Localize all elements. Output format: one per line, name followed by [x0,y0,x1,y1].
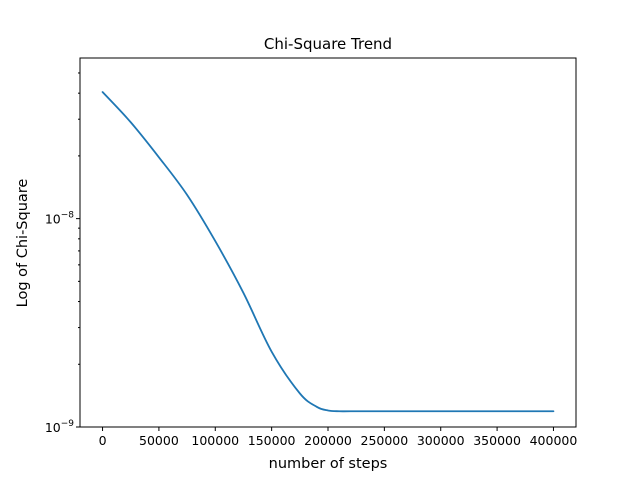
chart-title: Chi-Square Trend [264,35,392,53]
x-tick-label: 250000 [361,433,409,448]
x-axis-label: number of steps [269,456,388,472]
x-tick-label: 50000 [139,433,179,448]
y-tick-label: 10−9 [45,419,74,435]
x-tick-label: 150000 [248,433,296,448]
y-tick-label: 10−8 [45,211,74,227]
plot-frame [79,57,577,428]
x-tick-label: 350000 [473,433,521,448]
x-tick-label: 200000 [304,433,352,448]
series-line [101,91,555,413]
x-axis-ticks: 0 50000 100000 150000 200000 250000 300000 3500… [99,427,578,448]
series-layer [101,91,555,413]
x-tick-label: 300000 [417,433,465,448]
y-axis-ticks: 10−8 10−9 [45,72,80,435]
y-axis-label: Log of Chi-Square [15,179,31,308]
x-tick-label: 400000 [530,433,578,448]
x-tick-label: 0 [99,433,107,448]
x-tick-label: 100000 [191,433,239,448]
